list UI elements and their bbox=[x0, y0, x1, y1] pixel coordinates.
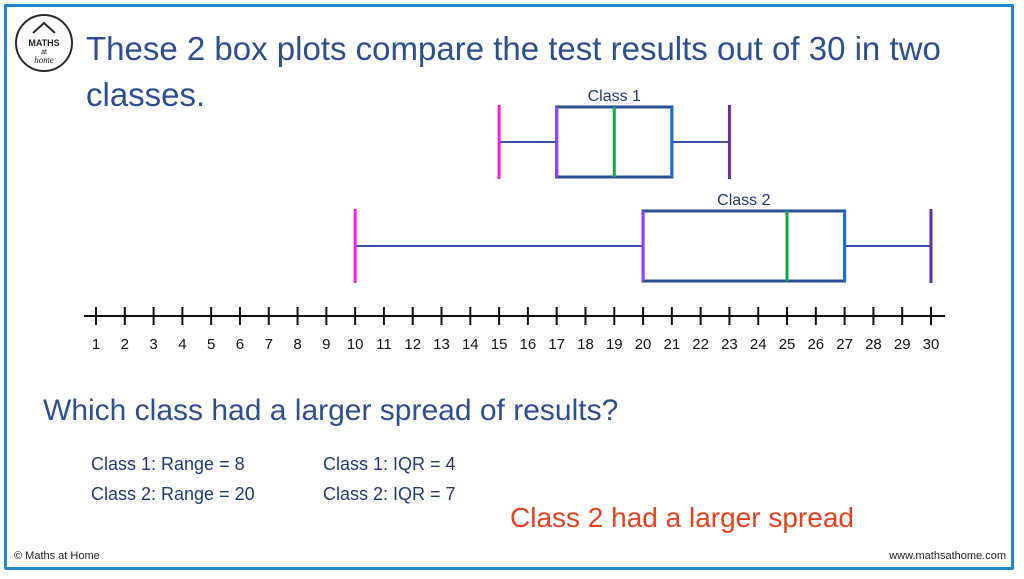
axis-tick-label-10: 10 bbox=[347, 336, 364, 353]
axis-tick-label-7: 7 bbox=[265, 336, 273, 353]
logo-line-3: home bbox=[34, 55, 54, 65]
axis-tick-label-4: 4 bbox=[178, 336, 186, 353]
axis-tick-label-11: 11 bbox=[376, 336, 392, 353]
axis-tick-label-30: 30 bbox=[923, 336, 940, 353]
axis-tick-label-12: 12 bbox=[404, 336, 421, 353]
axis-tick-label-16: 16 bbox=[520, 336, 537, 353]
axis-tick-label-25: 25 bbox=[779, 336, 796, 353]
axis-tick-label-15: 15 bbox=[491, 336, 508, 353]
axis-tick-label-18: 18 bbox=[577, 336, 594, 353]
axis-tick-label-2: 2 bbox=[121, 336, 129, 353]
axis-tick-label-6: 6 bbox=[236, 336, 244, 353]
logo-line-1: MATHS bbox=[28, 38, 60, 48]
class1-iqr: Class 1: IQR = 4 bbox=[323, 454, 456, 474]
axis-tick-label-23: 23 bbox=[721, 336, 738, 353]
class-2-box bbox=[641, 209, 847, 283]
slide-frame bbox=[4, 4, 1014, 570]
axis-tick-label-20: 20 bbox=[635, 336, 652, 353]
website-url: www.mathsathome.com bbox=[889, 550, 1006, 562]
axis-tick-label-24: 24 bbox=[750, 336, 767, 353]
copyright-text: © Maths at Home bbox=[14, 550, 100, 562]
axis-tick-label-29: 29 bbox=[894, 336, 911, 353]
axis-tick-label-26: 26 bbox=[807, 336, 824, 353]
axis-tick-label-22: 22 bbox=[692, 336, 709, 353]
slide-title: These 2 box plots compare the test resul… bbox=[86, 30, 941, 113]
class1-range: Class 1: Range = 8 bbox=[91, 454, 245, 474]
question-text: Which class had a larger spread of resul… bbox=[43, 394, 619, 427]
axis-tick-label-13: 13 bbox=[433, 336, 450, 353]
class2-iqr: Class 2: IQR = 7 bbox=[323, 484, 456, 504]
class-1-label: Class 1 bbox=[588, 88, 641, 105]
axis-tick-label-19: 19 bbox=[606, 336, 623, 353]
class-2-label: Class 2 bbox=[717, 192, 770, 209]
logo-line-2: at bbox=[41, 49, 47, 56]
axis-tick-label-28: 28 bbox=[865, 336, 882, 353]
axis-tick-label-5: 5 bbox=[207, 336, 215, 353]
axis-tick-label-8: 8 bbox=[293, 336, 301, 353]
axis-tick-label-9: 9 bbox=[322, 336, 330, 353]
maths-at-home-logo: MATHS at home bbox=[15, 14, 73, 72]
axis-tick-label-27: 27 bbox=[836, 336, 853, 353]
axis-tick-label-17: 17 bbox=[548, 336, 565, 353]
axis-tick-label-21: 21 bbox=[664, 336, 681, 353]
axis-tick-label-3: 3 bbox=[149, 336, 157, 353]
answer-text: Class 2 had a larger spread bbox=[510, 502, 854, 533]
house-roof-icon bbox=[32, 22, 56, 34]
class2-range: Class 2: Range = 20 bbox=[91, 484, 255, 504]
axis-tick-label-14: 14 bbox=[462, 336, 479, 353]
axis-tick-label-1: 1 bbox=[92, 336, 100, 353]
